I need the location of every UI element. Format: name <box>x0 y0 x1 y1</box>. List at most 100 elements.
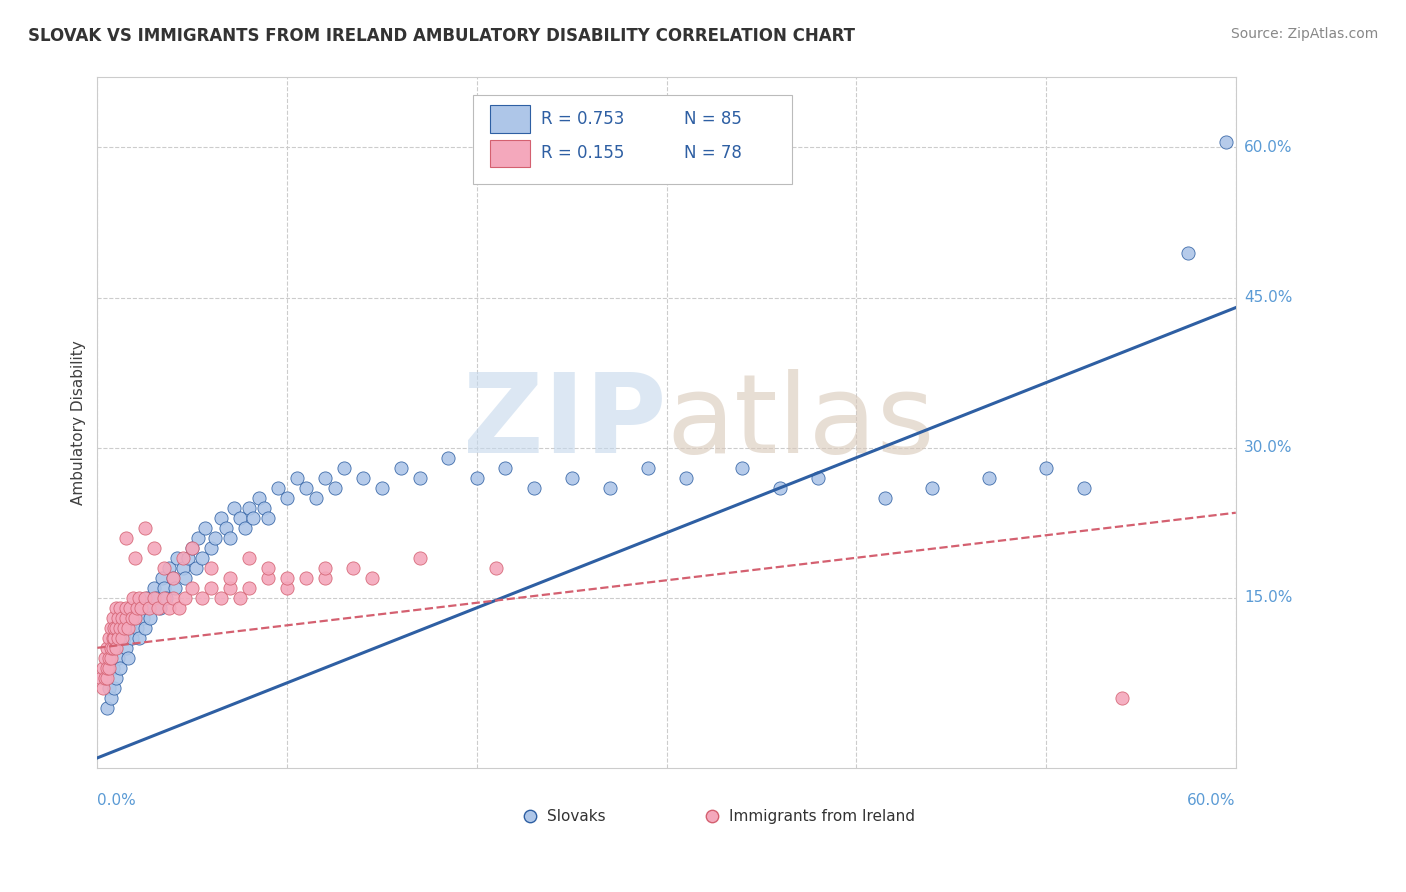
Point <box>129 600 152 615</box>
Point <box>285 471 308 485</box>
FancyBboxPatch shape <box>491 105 530 133</box>
Point <box>1111 690 1133 705</box>
Point <box>361 571 384 585</box>
Point <box>96 671 118 685</box>
Point <box>114 611 136 625</box>
Point <box>134 521 156 535</box>
Point <box>152 591 174 605</box>
Point <box>122 591 145 605</box>
Point <box>228 591 250 605</box>
Point <box>124 550 146 565</box>
Point <box>409 550 432 565</box>
Point <box>94 650 117 665</box>
Point <box>138 600 160 615</box>
Point <box>807 471 830 485</box>
Point <box>675 471 697 485</box>
Point <box>107 631 129 645</box>
Point <box>100 621 122 635</box>
Point <box>314 561 336 575</box>
Point <box>209 510 232 524</box>
Point <box>143 591 166 605</box>
Point <box>437 450 460 465</box>
Point <box>873 491 896 505</box>
Point <box>111 611 134 625</box>
Y-axis label: Ambulatory Disability: Ambulatory Disability <box>72 340 86 505</box>
Point <box>111 631 134 645</box>
Point <box>143 581 166 595</box>
Point <box>494 460 516 475</box>
Point <box>371 481 394 495</box>
Point <box>228 510 250 524</box>
Point <box>314 571 336 585</box>
Point <box>323 481 346 495</box>
Point <box>204 531 226 545</box>
Text: R = 0.155: R = 0.155 <box>541 145 624 162</box>
Text: 0.0%: 0.0% <box>97 793 136 808</box>
Point <box>257 561 280 575</box>
Point <box>769 481 792 495</box>
Point <box>117 621 139 635</box>
Point <box>304 491 326 505</box>
Point <box>172 550 194 565</box>
Point <box>105 640 128 655</box>
Point <box>90 671 112 685</box>
Point <box>184 561 207 575</box>
Point <box>637 460 659 475</box>
Point <box>128 631 150 645</box>
FancyBboxPatch shape <box>491 139 530 167</box>
Point <box>145 591 167 605</box>
Point <box>101 640 124 655</box>
Point <box>165 581 187 595</box>
Point <box>257 510 280 524</box>
Point <box>150 571 173 585</box>
Point <box>105 640 128 655</box>
Point <box>181 581 204 595</box>
Point <box>107 650 129 665</box>
Text: R = 0.753: R = 0.753 <box>541 110 624 128</box>
Text: 30.0%: 30.0% <box>1244 440 1292 455</box>
Point <box>1215 136 1237 150</box>
Point <box>219 571 242 585</box>
Point <box>135 591 157 605</box>
Point <box>159 561 181 575</box>
Point <box>152 581 174 595</box>
Point <box>200 561 222 575</box>
Point <box>233 521 256 535</box>
Point <box>94 671 117 685</box>
Point <box>108 621 131 635</box>
Point <box>342 561 364 575</box>
Point <box>100 640 122 655</box>
Text: SLOVAK VS IMMIGRANTS FROM IRELAND AMBULATORY DISABILITY CORRELATION CHART: SLOVAK VS IMMIGRANTS FROM IRELAND AMBULA… <box>28 27 855 45</box>
Point <box>129 600 152 615</box>
Point <box>121 631 143 645</box>
Point <box>101 631 124 645</box>
Point <box>276 581 298 595</box>
Point <box>134 621 156 635</box>
Point <box>111 621 134 635</box>
Point <box>219 531 242 545</box>
Point <box>124 611 146 625</box>
Point <box>128 591 150 605</box>
Point <box>97 631 120 645</box>
Point <box>1035 460 1057 475</box>
Point <box>97 661 120 675</box>
Point <box>1073 481 1095 495</box>
Point <box>276 571 298 585</box>
Point <box>108 661 131 675</box>
Point <box>172 561 194 575</box>
Point <box>100 650 122 665</box>
Point <box>101 661 124 675</box>
Point <box>121 611 143 625</box>
Point <box>103 631 125 645</box>
Point <box>181 541 204 555</box>
Point <box>177 550 200 565</box>
Point <box>190 591 212 605</box>
Point <box>101 611 124 625</box>
Point <box>108 600 131 615</box>
Point <box>465 471 488 485</box>
Point <box>91 681 114 695</box>
Point <box>1177 245 1199 260</box>
Point <box>238 500 260 515</box>
Point <box>523 481 546 495</box>
Point <box>173 571 195 585</box>
